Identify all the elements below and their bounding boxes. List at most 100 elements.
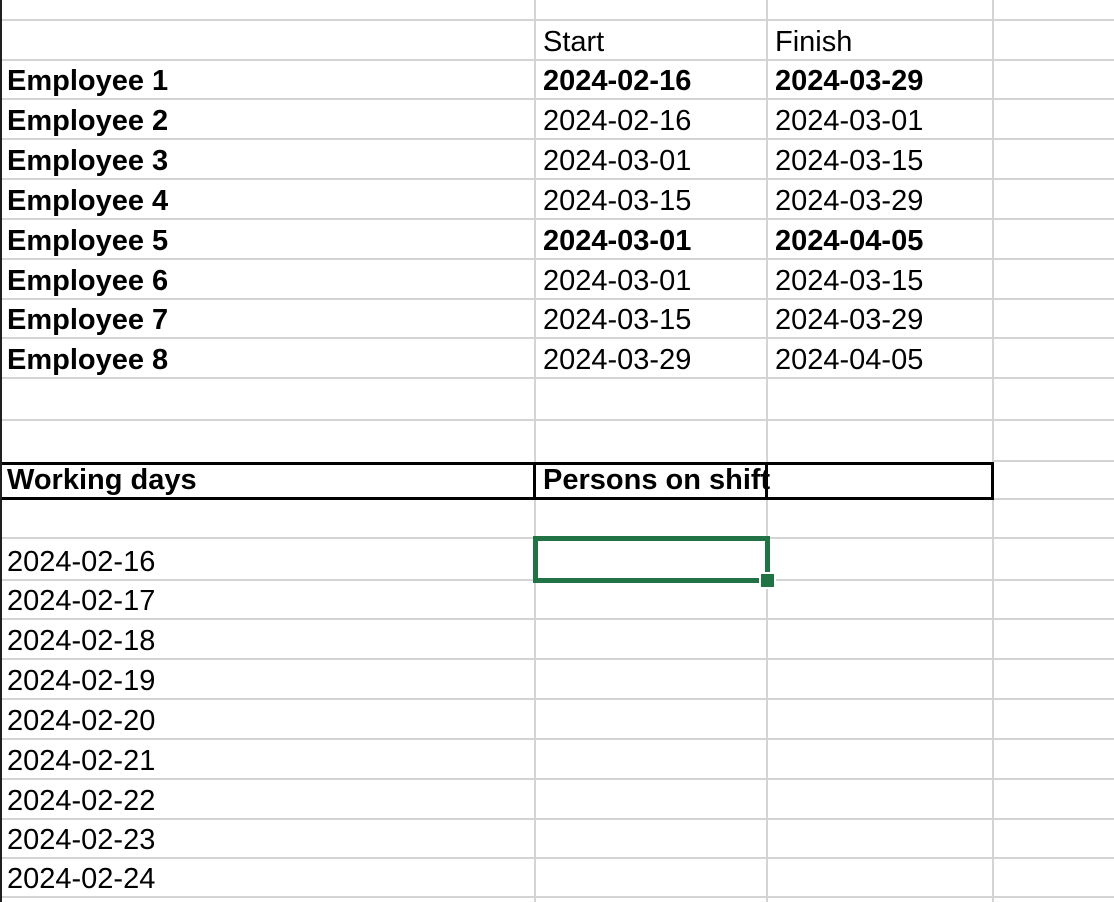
employee-name-cell[interactable]: Employee 3 <box>0 140 536 180</box>
empty-cell[interactable] <box>994 180 1114 220</box>
empty-cell[interactable] <box>994 339 1114 379</box>
empty-cell[interactable] <box>536 620 768 660</box>
empty-cell[interactable] <box>768 740 994 780</box>
finish-header-cell[interactable]: Finish <box>768 21 994 61</box>
shift-date-cell[interactable]: 2024-02-16 <box>536 61 768 100</box>
empty-cell[interactable] <box>768 581 994 620</box>
empty-cell[interactable] <box>768 898 994 902</box>
shift-date-cell[interactable]: 2024-03-29 <box>768 180 994 220</box>
shift-date-cell[interactable]: 2024-04-05 <box>768 339 994 379</box>
employee-name-cell[interactable]: Employee 5 <box>0 220 536 260</box>
shift-date-cell[interactable]: 2024-03-15 <box>536 180 768 220</box>
empty-cell[interactable] <box>536 780 768 820</box>
shift-date-cell[interactable]: 2024-04-05 <box>768 220 994 260</box>
employee-name-cell[interactable]: Employee 1 <box>0 61 536 100</box>
empty-cell[interactable] <box>0 500 536 539</box>
empty-cell[interactable] <box>768 500 994 539</box>
shift-date-cell[interactable]: 2024-03-01 <box>536 220 768 260</box>
working-day-date-cell[interactable]: 2024-02-16 <box>0 539 536 581</box>
working-day-date-cell[interactable]: 2024-02-24 <box>0 859 536 898</box>
empty-cell[interactable] <box>994 620 1114 660</box>
working-day-date-cell[interactable]: 2024-02-19 <box>0 660 536 700</box>
empty-cell[interactable] <box>994 700 1114 740</box>
empty-cell[interactable] <box>768 620 994 660</box>
working-day-date-cell[interactable]: 2024-02-22 <box>0 780 536 820</box>
empty-cell[interactable] <box>768 660 994 700</box>
empty-cell[interactable] <box>768 859 994 898</box>
shift-date-cell[interactable]: 2024-03-15 <box>536 300 768 339</box>
empty-cell[interactable] <box>768 780 994 820</box>
shift-date-cell[interactable]: 2024-03-29 <box>536 339 768 379</box>
empty-cell[interactable] <box>0 898 536 902</box>
empty-cell[interactable] <box>0 421 536 462</box>
empty-cell[interactable] <box>536 660 768 700</box>
empty-cell[interactable] <box>768 700 994 740</box>
employee-name-cell[interactable]: Employee 7 <box>0 300 536 339</box>
working-day-date-cell[interactable]: 2024-02-18 <box>0 620 536 660</box>
empty-cell[interactable] <box>994 379 1114 421</box>
working-day-date-cell[interactable]: 2024-02-17 <box>0 581 536 620</box>
shift-date-cell[interactable]: 2024-03-29 <box>768 61 994 100</box>
shift-date-cell[interactable]: 2024-03-29 <box>768 300 994 339</box>
empty-cell[interactable] <box>0 379 536 421</box>
empty-cell[interactable] <box>994 539 1114 581</box>
empty-cell[interactable] <box>536 898 768 902</box>
empty-cell[interactable] <box>994 260 1114 300</box>
working-day-date-cell[interactable]: 2024-02-21 <box>0 740 536 780</box>
empty-cell[interactable] <box>768 379 994 421</box>
shift-date-cell[interactable]: 2024-03-01 <box>768 100 994 140</box>
empty-cell[interactable] <box>536 379 768 421</box>
employee-name-cell[interactable]: Employee 4 <box>0 180 536 220</box>
employee-name-cell[interactable]: Employee 2 <box>0 100 536 140</box>
empty-cell[interactable] <box>536 581 768 620</box>
empty-cell[interactable] <box>536 700 768 740</box>
persons-on-shift-header-cell[interactable]: Persons on shift <box>536 462 770 500</box>
empty-cell[interactable] <box>0 21 536 61</box>
empty-cell[interactable] <box>994 21 1114 61</box>
empty-cell[interactable] <box>768 0 994 21</box>
empty-cell[interactable] <box>994 421 1114 462</box>
empty-cell[interactable] <box>994 140 1114 180</box>
sheet-row: 2024-02-24 <box>0 859 1114 898</box>
empty-cell[interactable] <box>768 539 994 581</box>
empty-cell[interactable] <box>0 0 536 21</box>
employee-name-cell[interactable]: Employee 6 <box>0 260 536 300</box>
working-day-date-cell[interactable]: 2024-02-20 <box>0 700 536 740</box>
empty-cell[interactable] <box>994 581 1114 620</box>
empty-cell[interactable] <box>994 220 1114 260</box>
empty-cell[interactable] <box>768 421 994 462</box>
empty-cell[interactable] <box>994 300 1114 339</box>
shift-date-cell[interactable]: 2024-03-15 <box>768 260 994 300</box>
shift-date-cell[interactable]: 2024-03-01 <box>536 140 768 180</box>
empty-cell[interactable] <box>994 898 1114 902</box>
empty-cell[interactable] <box>536 421 768 462</box>
shift-date-cell[interactable]: 2024-02-16 <box>536 100 768 140</box>
empty-cell[interactable] <box>994 0 1114 21</box>
empty-cell[interactable] <box>994 462 1114 500</box>
working-days-header-cell[interactable]: Working days <box>0 462 536 500</box>
empty-cell[interactable] <box>994 859 1114 898</box>
empty-cell[interactable] <box>994 820 1114 859</box>
empty-cell[interactable] <box>536 500 768 539</box>
empty-cell[interactable] <box>994 740 1114 780</box>
empty-cell[interactable] <box>536 740 768 780</box>
sheet-left-edge <box>0 0 2 902</box>
empty-cell[interactable] <box>536 859 768 898</box>
working-day-date-cell[interactable]: 2024-02-23 <box>0 820 536 859</box>
empty-cell[interactable] <box>536 0 768 21</box>
shift-date-cell[interactable]: 2024-03-15 <box>768 140 994 180</box>
empty-cell[interactable] <box>768 820 994 859</box>
empty-cell[interactable] <box>994 500 1114 539</box>
empty-cell[interactable] <box>994 61 1114 100</box>
empty-cell[interactable] <box>994 660 1114 700</box>
shift-date-cell[interactable]: 2024-03-01 <box>536 260 768 300</box>
empty-cell[interactable] <box>994 100 1114 140</box>
sheet-row: Employee 7 2024-03-15 2024-03-29 <box>0 300 1114 339</box>
employee-name-cell[interactable]: Employee 8 <box>0 339 536 379</box>
empty-cell[interactable] <box>536 820 768 859</box>
start-header-cell[interactable]: Start <box>536 21 768 61</box>
fill-handle[interactable] <box>761 574 774 587</box>
empty-cell[interactable] <box>768 462 994 500</box>
empty-cell[interactable] <box>994 780 1114 820</box>
